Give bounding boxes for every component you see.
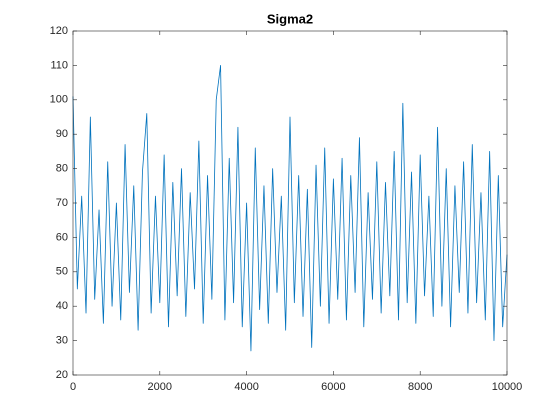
y-tick-label: 70	[56, 197, 68, 209]
x-tick-label: 2000	[148, 381, 172, 393]
x-tick-label: 6000	[321, 381, 345, 393]
x-tick-label: 4000	[234, 381, 258, 393]
trace-line	[72, 65, 508, 352]
chart-title: Sigma2	[267, 11, 313, 26]
y-tick-label: 60	[56, 231, 68, 243]
y-tick-label: 80	[56, 163, 68, 175]
y-tick-label: 50	[56, 266, 68, 278]
x-tick-label: 8000	[408, 381, 432, 393]
x-tick-label: 0	[70, 381, 76, 393]
y-tick-label: 120	[50, 25, 68, 37]
y-tick-label: 30	[56, 335, 68, 347]
y-tick-label: 100	[50, 94, 68, 106]
y-tick-label: 20	[56, 369, 68, 381]
y-tick-label: 110	[50, 59, 68, 71]
y-tick-label: 40	[56, 300, 68, 312]
x-tick-label: 10000	[492, 381, 523, 393]
y-tick-label: 90	[56, 128, 68, 140]
